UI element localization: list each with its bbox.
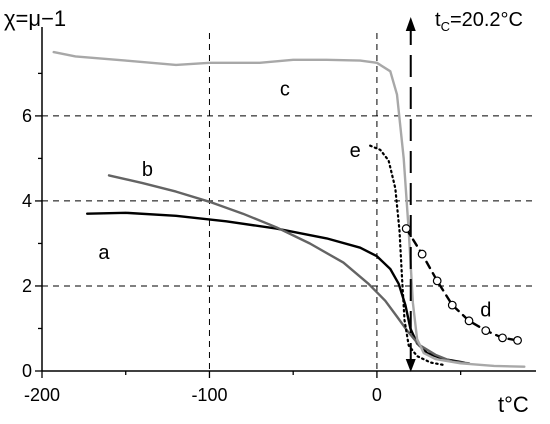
labels: χ=μ−1 t°C tC=20.2°C a b c d e: [4, 6, 529, 417]
series-d-point-4: [464, 316, 474, 326]
series-label-e: e: [350, 140, 361, 162]
series-line-b: [107, 174, 471, 365]
y-axis-title: χ=μ−1: [4, 6, 66, 31]
series-line-e: [369, 144, 445, 367]
series-d-point-3: [447, 300, 457, 310]
x-axis-title: t°C: [498, 392, 529, 417]
tc-annotation-sub: C: [441, 19, 450, 34]
axes: -200 -100 0 0 2 4 6: [22, 17, 536, 405]
series-layer: [52, 50, 526, 368]
x-tick-label-1: -100: [191, 385, 227, 405]
y-tick-label-3: 6: [22, 106, 32, 126]
y-tick-label-2: 4: [22, 191, 32, 211]
tc-annotation: tC=20.2°C: [435, 9, 523, 34]
series-d-point-1: [417, 249, 427, 259]
series-line-d: [405, 227, 519, 342]
series-line-c: [52, 50, 526, 368]
y-tick-label-0: 0: [22, 361, 32, 381]
tc-arrow-up: [405, 17, 416, 31]
series-label-c: c: [280, 78, 290, 100]
series-d-point-5: [481, 326, 491, 336]
series-label-d: d: [480, 299, 491, 321]
series-d-point-6: [498, 333, 507, 343]
series-label-a: a: [98, 242, 110, 264]
tc-arrow-down: [405, 359, 416, 372]
tc-annotation-t: t: [435, 9, 441, 31]
series-d-point-0: [401, 224, 411, 233]
tc-annotation-value: =20.2°C: [450, 9, 523, 31]
series-d-point-7: [513, 335, 522, 345]
series-d-point-2: [432, 276, 442, 286]
series-label-b: b: [142, 159, 153, 181]
x-tick-label-0: -200: [24, 385, 60, 405]
x-tick-label-2: 0: [372, 385, 382, 405]
y-tick-label-1: 2: [22, 276, 32, 296]
